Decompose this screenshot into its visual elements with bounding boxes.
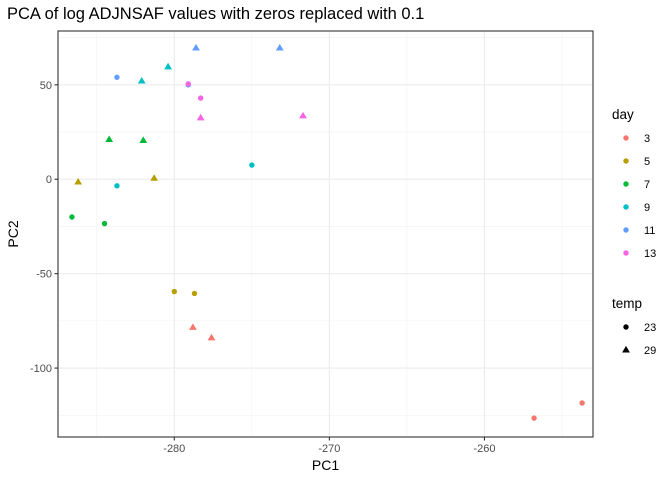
legend-day-label: 9	[644, 202, 650, 214]
data-point-triangle	[137, 76, 146, 84]
legend-day-title: day	[612, 107, 634, 122]
legend-temp-label: 23	[644, 322, 656, 334]
chart-title: PCA of log ADJNSAF values with zeros rep…	[7, 5, 424, 23]
data-point-circle	[114, 74, 120, 80]
legend-temp: temp 23 29	[612, 296, 656, 357]
data-point-triangle	[207, 333, 216, 341]
legend-day-key	[623, 227, 629, 233]
legend-day-label: 13	[644, 248, 656, 260]
legend-day-label: 5	[644, 156, 650, 168]
plot-panel	[57, 30, 594, 438]
legend-day-key	[623, 250, 629, 256]
data-point-circle	[171, 288, 178, 295]
data-point-circle	[69, 214, 75, 220]
data-point-circle	[101, 220, 108, 227]
data-point-circle	[114, 183, 120, 189]
x-axis-title: PC1	[312, 457, 339, 473]
y-axis-ticks: -100 -50 0 50	[30, 80, 58, 375]
legend-temp-label: 29	[644, 345, 656, 357]
minor-gridlines	[58, 31, 593, 437]
data-point-circle	[197, 95, 204, 101]
x-tick-label: -260	[473, 443, 495, 455]
data-point-circle	[531, 415, 537, 421]
x-tick-label: -280	[163, 443, 185, 455]
data-points	[69, 43, 585, 421]
data-point-triangle	[150, 174, 159, 181]
y-tick-label: -100	[30, 363, 52, 375]
data-point-triangle	[105, 135, 114, 143]
y-tick-label: 50	[40, 80, 52, 92]
legend-day-key	[623, 158, 629, 164]
data-point-circle	[249, 162, 255, 168]
legend-day-key	[623, 204, 629, 210]
legend-temp-key-triangle	[622, 345, 630, 353]
x-axis-ticks: -280 -270 -260	[163, 437, 495, 455]
y-tick-label: 0	[46, 174, 52, 186]
plot-border	[57, 30, 594, 438]
data-point-triangle	[164, 62, 172, 70]
legend-day-key	[623, 135, 629, 141]
legend-day-label: 3	[644, 133, 650, 145]
data-point-triangle	[74, 177, 83, 185]
data-point-triangle	[299, 111, 307, 119]
legend-temp-key-circle	[623, 324, 629, 330]
data-point-triangle	[139, 136, 148, 143]
y-tick-label: -50	[36, 269, 52, 281]
legend-day-label: 7	[644, 179, 650, 191]
data-point-triangle	[192, 43, 200, 51]
legend-temp-items: 23 29	[622, 322, 656, 357]
legend-temp-title: temp	[612, 296, 642, 311]
data-point-triangle	[275, 43, 284, 51]
data-point-triangle	[196, 113, 205, 121]
legend-day: day 3 5 7 9 11 13	[612, 107, 656, 260]
legend-day-items: 3 5 7 9 11 13	[623, 133, 656, 260]
legend-day-label: 11	[644, 225, 655, 237]
y-axis-title: PC2	[5, 220, 21, 247]
x-tick-label: -270	[318, 443, 340, 455]
data-point-triangle	[189, 323, 197, 330]
major-gridlines	[58, 31, 593, 437]
data-point-circle	[191, 290, 198, 297]
data-point-circle	[185, 81, 191, 87]
data-point-circle	[579, 400, 585, 406]
legend-day-key	[623, 181, 629, 187]
plot-background	[58, 31, 593, 437]
